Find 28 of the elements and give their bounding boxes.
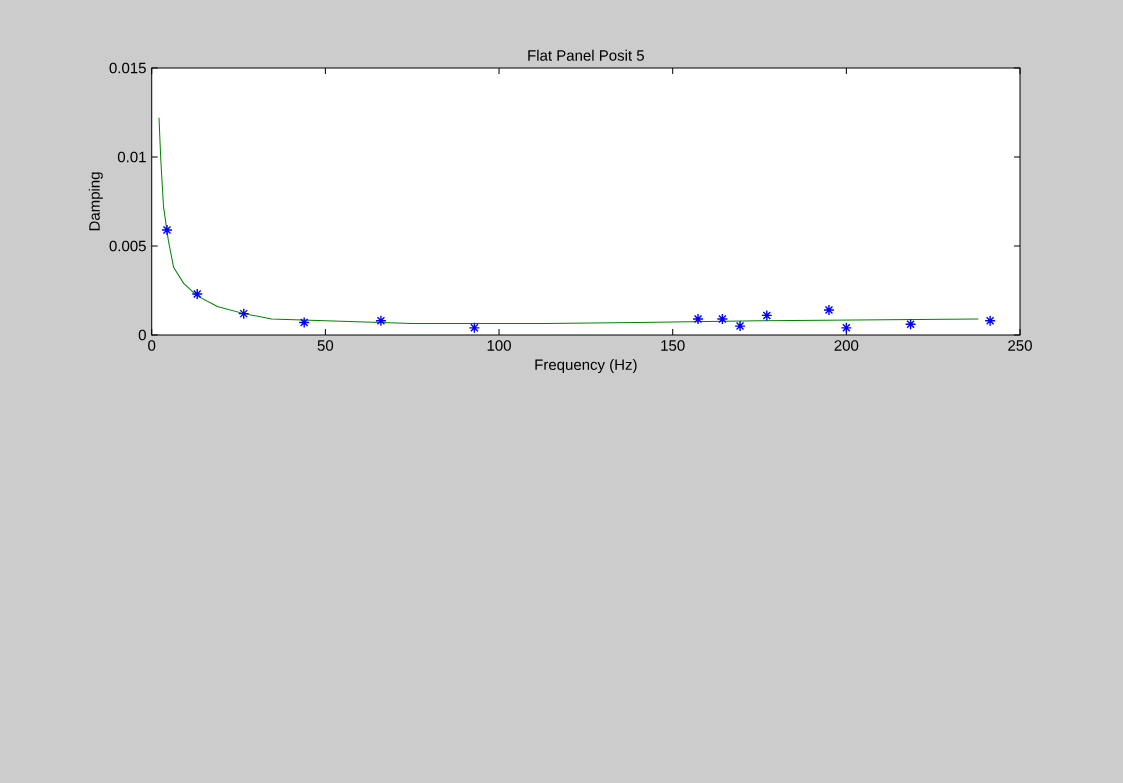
y-tick-label: 0.015 — [109, 62, 146, 74]
chart-title: Flat Panel Posit 5 — [528, 49, 644, 61]
y-tick-label: 0 — [138, 329, 146, 341]
point — [191, 288, 203, 300]
x-tick-label: 50 — [317, 340, 334, 351]
point — [823, 304, 835, 316]
y-tick-label: 0.01 — [117, 151, 146, 163]
point — [375, 315, 387, 327]
point — [761, 309, 773, 322]
x-tick-label: 150 — [661, 340, 685, 351]
point — [734, 320, 746, 332]
x-tick-label: 250 — [1008, 340, 1032, 351]
point — [716, 313, 729, 325]
x-tick-label: 100 — [487, 340, 511, 351]
point — [161, 224, 173, 236]
point — [468, 322, 481, 334]
point — [840, 322, 853, 334]
y-axis-title: Damping — [88, 172, 103, 231]
point — [298, 316, 310, 329]
point — [238, 307, 250, 320]
x-tick-label: 200 — [834, 340, 859, 351]
point — [904, 318, 917, 331]
point — [984, 315, 996, 327]
y-tick-label: 0.005 — [109, 240, 146, 252]
point — [692, 313, 704, 325]
x-tick-label: 0 — [148, 340, 156, 351]
x-axis-title: Frequency (Hz) — [535, 359, 637, 373]
line-series — [158, 117, 979, 324]
